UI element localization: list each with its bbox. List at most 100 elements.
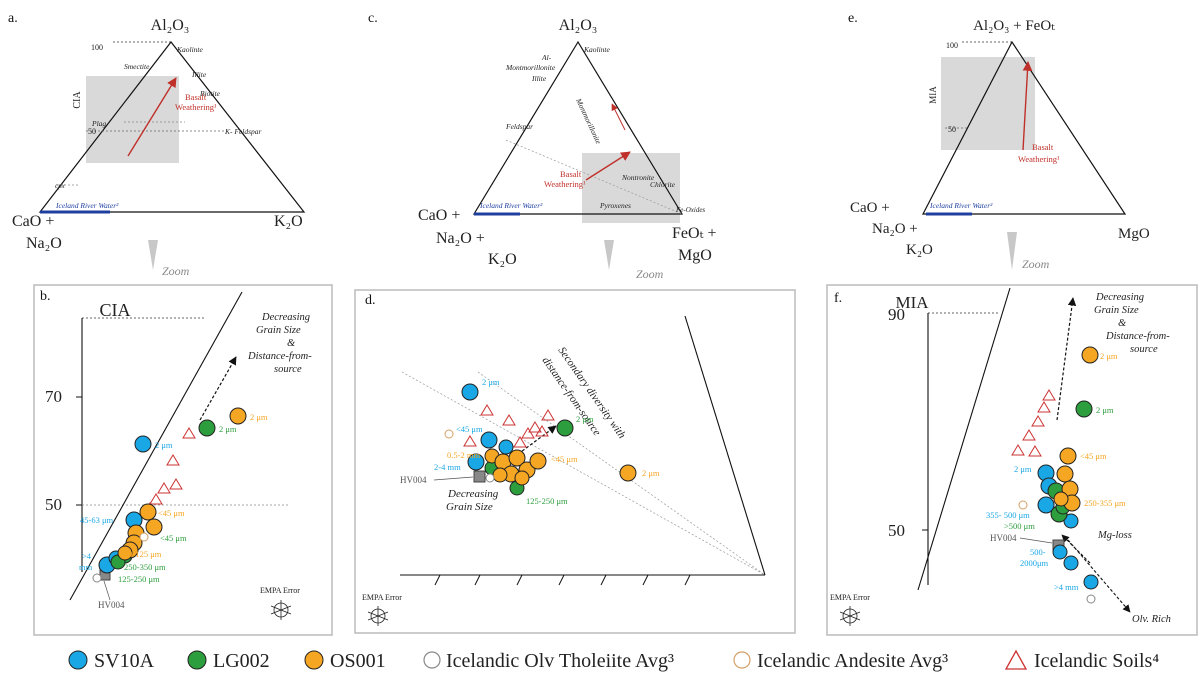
panel-f: f. MIA 90 50 Decreasing Grain Size & Dis… <box>826 284 1198 636</box>
soil-marker <box>1037 401 1051 413</box>
legend-tholeiite: Icelandic Olv Tholeiite Avg³ <box>446 650 674 672</box>
os001-point <box>117 545 133 561</box>
sv10a-point <box>1083 574 1099 590</box>
lg002-point <box>556 419 574 437</box>
soil-marker <box>1011 444 1025 456</box>
panel-f-trend-3: & <box>1118 318 1127 329</box>
os001-point <box>1056 465 1074 483</box>
panel-e-label: e. <box>848 11 858 26</box>
panel-c-apex-right-2: MgO <box>678 247 712 264</box>
panel-a-apex-left-2: Na₂O <box>26 235 62 252</box>
panel-d-size-7: 2 μm <box>642 468 660 478</box>
panel-a-weathering: Weathering¹ <box>175 102 217 112</box>
panel-c-basalt: Basalt <box>560 169 582 179</box>
soil-marker <box>521 427 535 439</box>
soil-marker <box>1022 429 1036 441</box>
os001-point <box>145 518 163 536</box>
panel-f-title: MIA <box>895 293 929 312</box>
panel-f-size-6: 355- 500 μm <box>986 510 1030 520</box>
panel-b-size-9: 90-125 μm <box>124 549 162 559</box>
panel-c-zoom-arrow <box>604 240 614 270</box>
panel-e-tick-100: 100 <box>946 41 958 50</box>
panel-a-cpx: cpx <box>55 182 66 190</box>
panel-f-size-3: <45 μm <box>1080 451 1107 461</box>
panel-b-size-11: 125-250 μm <box>118 574 160 584</box>
panel-b-size-7: >4 <box>82 551 92 561</box>
soil-marker <box>463 435 477 447</box>
panel-c-al1: Al- <box>541 53 552 62</box>
tholeiite-point <box>485 473 495 483</box>
panel-b-frame <box>33 284 333 636</box>
panel-f-tick-50: 50 <box>888 521 905 540</box>
panel-a-illite: Illite <box>191 70 207 79</box>
panel-f-size-2: 2 μm <box>1096 405 1114 415</box>
panel-a-axis-label: CIA <box>72 91 83 109</box>
panel-a-label: a. <box>8 11 18 26</box>
panel-d-ticks <box>434 574 691 586</box>
os001-point <box>1059 447 1077 465</box>
panel-b-size-2: 2 μm <box>250 412 268 422</box>
panel-d-grain-2: Grain Size <box>446 501 493 513</box>
panel-a-zoom-arrow <box>148 240 158 270</box>
os001-point <box>492 467 508 483</box>
soil-marker <box>480 404 494 416</box>
panel-d-right-edge <box>684 315 766 576</box>
panel-a-kfeldspar: K- Feldspar <box>224 127 262 136</box>
panel-c-river: Iceland River Water² <box>479 201 543 210</box>
panel-e-weathering-arrow <box>1022 61 1033 151</box>
legend-sv10a: SV10A <box>94 650 155 672</box>
panel-d-size-5: 2-4 mm <box>434 462 461 472</box>
panel-b-size-5: <45 μm <box>158 508 185 518</box>
panel-f-size-9: 2000μm <box>1020 558 1049 568</box>
panel-d-empa-icon <box>367 606 389 626</box>
sv10a-point <box>1063 555 1079 571</box>
soil-marker <box>149 493 163 505</box>
panel-b-size-8: mm <box>79 562 93 572</box>
panel-a-zoom-label: Zoom <box>162 264 190 278</box>
soil-marker <box>166 454 180 466</box>
panel-f-mgloss: Mg-loss <box>1097 530 1132 541</box>
sv10a-point <box>480 431 498 449</box>
panel-c-nontronite: Nontronite <box>621 173 655 182</box>
panel-b-hv004: HV004 <box>98 600 125 610</box>
panel-c-zoom-label: Zoom <box>636 267 664 281</box>
panel-d-hv004-marker <box>473 470 486 483</box>
soil-marker <box>513 436 527 448</box>
sv10a-point <box>461 383 479 401</box>
soil-marker <box>157 482 171 494</box>
panel-e-apex-left-2: Na₂O + <box>872 221 918 237</box>
panel-b-trend-arrow <box>199 356 237 421</box>
panel-a-biotite: Biotite <box>200 89 221 98</box>
panel-c: c. Al₂O₃ CaO + Na₂O + K₂O FeOₜ + MgO Kao… <box>368 11 717 281</box>
panel-a-smectite: Smectite <box>124 62 150 71</box>
legend-os001-marker <box>304 650 324 670</box>
legend-soils: Icelandic Soils⁴ <box>1034 650 1159 672</box>
panel-d-soils <box>463 404 555 448</box>
panel-f-tick-90: 90 <box>888 305 905 324</box>
panel-e-apex-left-3: K₂O <box>906 242 933 258</box>
lg002-point <box>198 419 216 437</box>
panel-e-apex-right: MgO <box>1118 226 1150 242</box>
soil-marker <box>1031 415 1045 427</box>
panel-c-triangle <box>472 40 684 215</box>
sv10a-point <box>1037 496 1055 514</box>
panel-c-pyroxenes: Pyroxenes <box>599 201 631 210</box>
panel-c-chlorite: Chlorite <box>650 180 676 189</box>
panel-b-trend-5: source <box>274 364 302 375</box>
os001-point <box>529 452 547 470</box>
legend-lg002-marker <box>187 650 207 670</box>
panel-c-kaolinite: Kaolinte <box>583 45 611 54</box>
panel-c-apex-top: Al₂O₃ <box>559 17 598 34</box>
panel-f-size-4: 2 μm <box>1014 464 1032 474</box>
panel-f-size-7: >500 μm <box>1004 521 1035 531</box>
os001-point <box>514 470 530 486</box>
panel-e: e. Al₂O₃ + FeOₜ CaO + Na₂O + K₂O MgO 100… <box>848 11 1150 271</box>
panel-c-feldspar: Feldspar <box>505 122 533 131</box>
panel-c-zoom-box <box>582 153 680 223</box>
panel-e-apex-top: Al₂O₃ + FeOₜ <box>973 18 1055 34</box>
panel-b-trend-3: & <box>287 338 296 349</box>
panel-d-frame <box>354 289 796 634</box>
legend-soils-marker <box>1004 649 1028 670</box>
panel-e-triangle <box>922 40 1127 215</box>
soil-marker <box>1028 445 1042 457</box>
